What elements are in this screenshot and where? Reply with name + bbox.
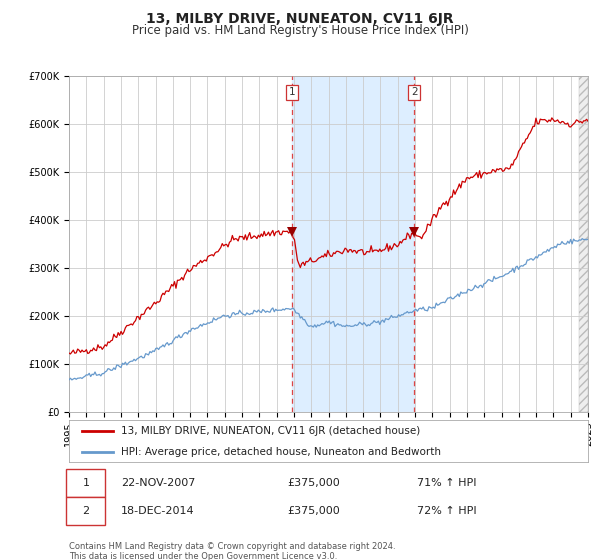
Bar [292, 76, 414, 412]
Text: Price paid vs. HM Land Registry's House Price Index (HPI): Price paid vs. HM Land Registry's House … [131, 24, 469, 36]
Text: 2: 2 [411, 87, 418, 97]
Text: 1: 1 [82, 478, 89, 488]
Text: £375,000: £375,000 [287, 506, 340, 516]
Text: 13, MILBY DRIVE, NUNEATON, CV11 6JR: 13, MILBY DRIVE, NUNEATON, CV11 6JR [146, 12, 454, 26]
Text: HPI: Average price, detached house, Nuneaton and Bedworth: HPI: Average price, detached house, Nune… [121, 447, 441, 458]
Text: Contains HM Land Registry data © Crown copyright and database right 2024.
This d: Contains HM Land Registry data © Crown c… [69, 542, 395, 560]
Text: 2: 2 [82, 506, 89, 516]
FancyBboxPatch shape [67, 469, 106, 497]
Text: 22-NOV-2007: 22-NOV-2007 [121, 478, 195, 488]
Text: 18-DEC-2014: 18-DEC-2014 [121, 506, 194, 516]
Bar [580, 76, 588, 412]
Text: 72% ↑ HPI: 72% ↑ HPI [417, 506, 476, 516]
FancyBboxPatch shape [67, 497, 106, 525]
Text: £375,000: £375,000 [287, 478, 340, 488]
Text: 1: 1 [289, 87, 295, 97]
Text: 71% ↑ HPI: 71% ↑ HPI [417, 478, 476, 488]
Text: 13, MILBY DRIVE, NUNEATON, CV11 6JR (detached house): 13, MILBY DRIVE, NUNEATON, CV11 6JR (det… [121, 426, 420, 436]
